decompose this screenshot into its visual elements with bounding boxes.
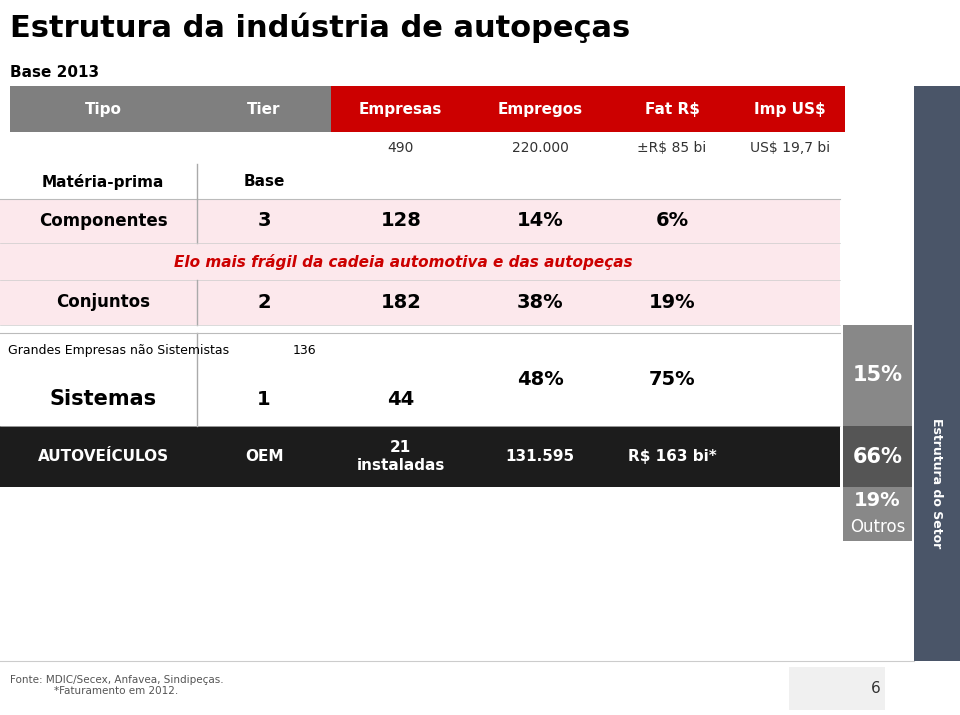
Text: Matéria-prima: Matéria-prima: [42, 174, 164, 189]
Text: 6%: 6%: [656, 212, 688, 230]
Bar: [843, 487, 912, 541]
Text: Estrutura da indústria de autopeças: Estrutura da indústria de autopeças: [10, 12, 630, 43]
Text: 220.000: 220.000: [512, 142, 568, 155]
Text: 38%: 38%: [516, 293, 564, 312]
Text: 21
instaladas: 21 instaladas: [356, 440, 445, 473]
Text: ±R$ 85 bi: ±R$ 85 bi: [637, 142, 707, 155]
Text: Conjuntos: Conjuntos: [57, 293, 150, 312]
Text: 3: 3: [257, 212, 271, 230]
Text: 66%: 66%: [852, 447, 902, 466]
Text: 2: 2: [257, 293, 271, 312]
Text: Tier: Tier: [248, 102, 280, 117]
Text: OEM: OEM: [245, 449, 283, 464]
Bar: [0, 0, 914, 86]
Text: Empregos: Empregos: [497, 102, 583, 117]
Text: Imp US$: Imp US$: [754, 102, 826, 117]
Bar: [610, 86, 734, 132]
Text: 490: 490: [388, 142, 414, 155]
Text: 44: 44: [387, 390, 415, 409]
Bar: [843, 426, 912, 487]
Bar: [197, 86, 331, 132]
Bar: [0, 132, 840, 164]
Bar: [0, 164, 840, 199]
Text: Componentes: Componentes: [39, 212, 167, 230]
Bar: [0, 333, 840, 426]
Text: R$ 163 bi*: R$ 163 bi*: [628, 449, 716, 464]
Text: 128: 128: [380, 212, 421, 230]
Bar: [843, 325, 912, 426]
Text: 15%: 15%: [852, 365, 902, 385]
Text: 48%: 48%: [516, 370, 564, 389]
Text: Estrutura do Setor: Estrutura do Setor: [930, 418, 944, 548]
Text: 131.595: 131.595: [505, 449, 575, 464]
Bar: [789, 666, 885, 709]
Text: Base: Base: [243, 174, 285, 189]
Text: AUTOVEÍCULOS: AUTOVEÍCULOS: [37, 449, 169, 464]
Bar: [470, 86, 610, 132]
Text: Empresas: Empresas: [359, 102, 443, 117]
Text: Tipo: Tipo: [84, 102, 122, 117]
Text: Base 2013: Base 2013: [10, 64, 99, 79]
Text: US$ 19,7 bi: US$ 19,7 bi: [750, 142, 829, 155]
Bar: [0, 426, 840, 487]
Text: 75%: 75%: [649, 370, 695, 389]
Bar: [0, 661, 960, 715]
Text: Grandes Empresas não Sistemistas: Grandes Empresas não Sistemistas: [8, 344, 228, 358]
Text: Sistemas: Sistemas: [50, 389, 156, 409]
Text: 136: 136: [293, 344, 317, 358]
Bar: [734, 86, 845, 132]
Text: Fonte: MDIC/Secex, Anfavea, Sindipeças.
*Faturamento em 2012.: Fonte: MDIC/Secex, Anfavea, Sindipeças. …: [10, 675, 224, 696]
Text: 14%: 14%: [516, 212, 564, 230]
Bar: [914, 86, 960, 661]
Text: Fat R$: Fat R$: [644, 102, 700, 117]
Text: 19%: 19%: [854, 491, 900, 511]
Text: 182: 182: [380, 293, 421, 312]
Bar: [10, 86, 197, 132]
Text: 19%: 19%: [649, 293, 695, 312]
Text: 1: 1: [257, 390, 271, 409]
Bar: [331, 86, 470, 132]
Text: Outros: Outros: [850, 518, 905, 536]
Text: 6: 6: [871, 681, 880, 696]
Text: Elo mais frágil da cadeia automotiva e das autopeças: Elo mais frágil da cadeia automotiva e d…: [174, 254, 633, 270]
Bar: [0, 199, 840, 325]
